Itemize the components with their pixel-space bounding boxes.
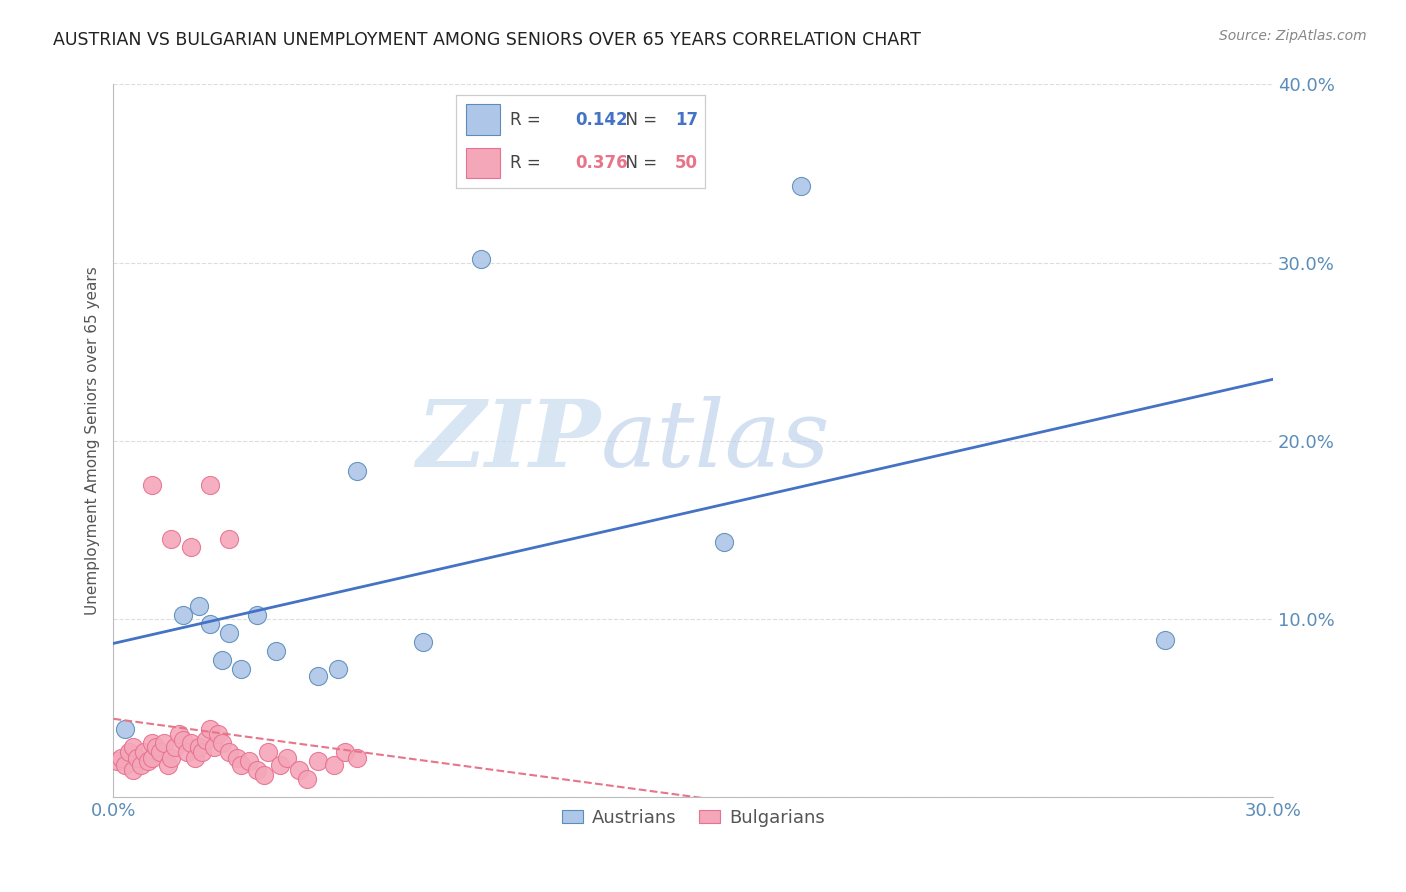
Point [218,626,240,640]
Point [288,763,311,777]
Point [172,732,194,747]
Point [346,464,368,478]
Point [160,750,183,764]
Legend: Austrians, Bulgarians: Austrians, Bulgarians [554,802,832,834]
Point [307,668,329,682]
Point [167,727,190,741]
Point [211,653,233,667]
Point [198,722,221,736]
Point [183,750,205,764]
Point [229,662,252,676]
Text: Source: ZipAtlas.com: Source: ZipAtlas.com [1219,29,1367,43]
Point [218,745,240,759]
Point [211,736,233,750]
Y-axis label: Unemployment Among Seniors over 65 years: Unemployment Among Seniors over 65 years [86,266,100,615]
Point [307,754,329,768]
Point [257,745,280,759]
Point [470,252,492,266]
Point [149,745,172,759]
Point [276,750,298,764]
Point [160,532,183,546]
Point [229,757,252,772]
Point [141,478,163,492]
Point [134,745,156,759]
Point [176,745,198,759]
Point [152,736,174,750]
Point [121,739,143,754]
Point [114,722,136,736]
Point [187,599,209,614]
Point [180,541,202,555]
Point [156,757,179,772]
Point [105,754,128,768]
Point [145,739,167,754]
Point [114,757,136,772]
Point [1153,633,1175,648]
Point [790,178,813,193]
Point [245,763,267,777]
Point [141,750,163,764]
Point [121,763,143,777]
Point [245,608,267,623]
Point [187,739,209,754]
Point [118,745,141,759]
Point [129,757,152,772]
Point [110,750,132,764]
Point [713,535,735,549]
Point [191,745,214,759]
Point [136,754,159,768]
Point [172,608,194,623]
Point [195,732,218,747]
Point [198,478,221,492]
Text: ZIP: ZIP [416,396,600,485]
Point [202,739,225,754]
Point [322,757,344,772]
Point [141,736,163,750]
Text: atlas: atlas [600,396,830,485]
Point [226,750,249,764]
Point [165,739,187,754]
Point [346,750,368,764]
Point [269,757,291,772]
Point [412,635,434,649]
Point [264,644,287,658]
Point [326,662,349,676]
Point [218,532,240,546]
Point [253,768,276,782]
Point [180,736,202,750]
Point [335,745,357,759]
Point [125,750,148,764]
Point [207,727,229,741]
Point [238,754,260,768]
Text: AUSTRIAN VS BULGARIAN UNEMPLOYMENT AMONG SENIORS OVER 65 YEARS CORRELATION CHART: AUSTRIAN VS BULGARIAN UNEMPLOYMENT AMONG… [53,31,921,49]
Point [295,772,318,786]
Point [198,617,221,632]
